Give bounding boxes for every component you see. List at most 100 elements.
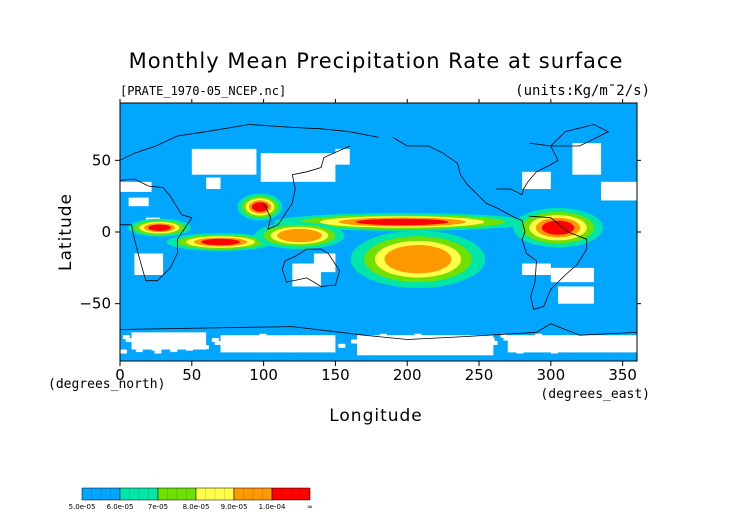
no-data-cell	[338, 343, 346, 348]
no-data-cell	[191, 148, 257, 175]
no-data-cell	[471, 339, 479, 344]
no-data-cell	[532, 348, 540, 353]
coastline	[119, 323, 638, 340]
no-data-cell	[120, 181, 152, 192]
coastline	[496, 142, 559, 196]
no-data-cell	[183, 343, 191, 348]
x-axis: 0 50 100 150 200 250 300 350	[115, 99, 637, 384]
no-data-cell	[458, 343, 466, 348]
no-data-cell	[367, 338, 375, 343]
no-data-cell	[198, 342, 206, 347]
no-data-cell	[351, 339, 359, 344]
no-data-cell	[134, 253, 164, 275]
no-data-cell	[122, 335, 130, 340]
no-data-cell	[167, 345, 175, 350]
no-data-cell	[474, 342, 482, 347]
no-data-cell	[379, 333, 387, 338]
x-tick-label: 250	[465, 366, 494, 384]
y-unit-label: (degrees_north)	[48, 377, 165, 392]
no-data-cell	[154, 349, 162, 354]
no-data-cell	[601, 181, 637, 201]
precip-cell	[277, 228, 322, 243]
no-data-cell	[516, 349, 524, 354]
plot-area	[119, 102, 638, 362]
no-data-cell	[260, 153, 336, 182]
no-data-cell	[566, 348, 574, 353]
y-axis: 50 0 −50	[79, 151, 641, 313]
coastline	[119, 178, 193, 282]
x-unit-label: (degrees_east)	[540, 387, 650, 402]
no-data-cell	[411, 348, 419, 353]
no-data-cell	[211, 338, 219, 343]
no-data-cell	[507, 335, 637, 353]
no-data-cell	[414, 333, 422, 338]
no-data-cell	[550, 349, 558, 354]
no-data-cell	[125, 338, 133, 343]
precipitation-bands	[128, 193, 603, 288]
x-tick-label: 50	[182, 366, 201, 384]
no-data-cell	[608, 338, 616, 343]
x-axis-title: Longitude	[329, 406, 423, 426]
no-data-cell	[535, 333, 543, 338]
no-data-cell	[306, 346, 314, 351]
no-data-cell	[550, 267, 594, 283]
precip-cell	[384, 245, 452, 274]
colorbar-label: 1.0e-04	[259, 503, 286, 511]
no-data-cell	[120, 349, 127, 354]
precip-cell	[148, 224, 171, 231]
no-data-cell	[186, 346, 194, 351]
no-data-cell	[303, 343, 311, 348]
no-data-cell	[128, 197, 149, 207]
colorbar-label: ∞	[307, 503, 313, 511]
no-data-cell	[487, 338, 495, 343]
no-data-cell	[230, 339, 238, 344]
x-tick-label: 200	[393, 366, 422, 384]
no-data-cell	[206, 177, 221, 189]
colorbar-label: 7e-05	[148, 503, 168, 511]
no-data-cell	[443, 345, 451, 350]
no-data-cell	[170, 348, 178, 353]
no-data-cell	[522, 263, 551, 275]
coastline	[392, 137, 523, 221]
no-data-cell	[135, 348, 143, 353]
coastline	[263, 145, 350, 230]
no-data-cell	[243, 335, 251, 340]
no-data-cell	[214, 340, 222, 345]
no-data-cell	[611, 340, 619, 345]
x-tick-label: 0	[115, 366, 125, 384]
no-data-cell	[227, 336, 235, 341]
no-data-cells	[120, 143, 637, 356]
x-tick-label: 100	[249, 366, 278, 384]
no-data-cell	[364, 335, 372, 340]
no-data-cell	[196, 339, 204, 344]
no-data-cell	[490, 340, 498, 345]
no-data-cell	[246, 338, 254, 343]
coastline	[521, 215, 588, 310]
no-data-cell	[151, 346, 159, 351]
colorbar-label: 6.0e-05	[107, 503, 134, 511]
precip-cell	[201, 238, 240, 246]
no-data-cell	[563, 345, 571, 350]
no-data-cell	[427, 346, 435, 351]
y-axis-title: Latitude	[56, 193, 76, 271]
colorbar-label: 9.0e-05	[221, 503, 248, 511]
no-data-cell	[595, 342, 603, 347]
no-data-cell	[138, 333, 146, 338]
chart-units: (units:Kg/m¯2/s)	[515, 83, 650, 99]
no-data-cell	[503, 336, 511, 341]
colorbar-label: 8.0e-05	[183, 503, 210, 511]
no-data-cell	[579, 343, 587, 348]
no-data-cell	[500, 333, 508, 338]
y-tick-label: −50	[79, 295, 111, 313]
coastline	[281, 248, 341, 287]
no-data-cell	[290, 348, 298, 353]
no-data-cell	[259, 333, 267, 338]
x-tick-label: 350	[608, 366, 637, 384]
no-data-cell	[522, 171, 551, 189]
no-data-cell	[262, 336, 270, 341]
no-data-cell	[440, 342, 448, 347]
no-data-cell	[626, 339, 634, 344]
no-data-cell	[319, 342, 327, 347]
colorbar-label: 5.0e-05	[69, 503, 96, 511]
